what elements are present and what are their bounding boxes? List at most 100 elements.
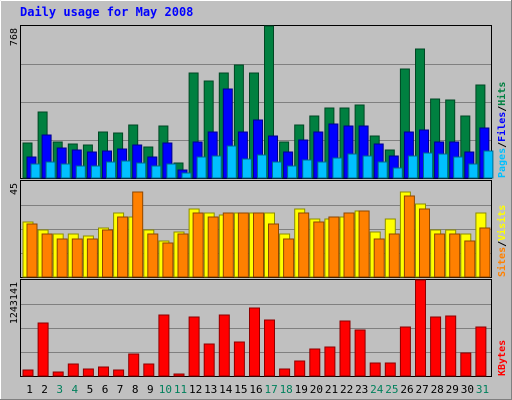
- bar-pages-day-1: [30, 163, 41, 179]
- bar-pages-day-15: [241, 158, 252, 179]
- bar-sites-day-14: [222, 212, 234, 278]
- bar-kbytes-day-12: [188, 316, 200, 377]
- bar-kbytes-day-21: [324, 346, 336, 377]
- bar-sites-day-12: [192, 212, 204, 278]
- bar-pages-day-13: [211, 155, 222, 179]
- bar-sites-day-9: [147, 233, 159, 278]
- legend-hits-files-pages: Pages/Files/Hits: [496, 82, 508, 178]
- x-tick-label-day-3: 3: [56, 383, 63, 396]
- x-tick-label-day-9: 9: [147, 383, 154, 396]
- legend-entry-files: Files: [496, 112, 508, 142]
- bar-kbytes-day-19: [294, 360, 306, 377]
- x-tick-label-day-26: 26: [400, 383, 413, 396]
- x-tick-label-day-10: 10: [159, 383, 172, 396]
- x-tick-label-day-20: 20: [310, 383, 323, 396]
- bar-pages-day-30: [468, 163, 479, 179]
- x-tick-label-day-30: 30: [461, 383, 474, 396]
- x-tick-label-day-16: 16: [249, 383, 262, 396]
- legend-kbytes: KBytes: [497, 340, 508, 376]
- bar-kbytes-day-11: [173, 373, 185, 377]
- x-tick-label-day-8: 8: [132, 383, 139, 396]
- bar-sites-day-25: [388, 233, 400, 278]
- legend-entry-visits: Visits: [496, 205, 508, 241]
- bar-kbytes-day-31: [475, 326, 487, 377]
- bar-pages-day-31: [483, 150, 494, 179]
- x-tick-label-day-1: 1: [26, 383, 33, 396]
- bar-pages-day-10: [166, 163, 177, 179]
- bar-sites-day-11: [177, 233, 189, 278]
- bar-sites-day-31: [479, 227, 491, 278]
- x-tick-label-day-25: 25: [385, 383, 398, 396]
- x-tick-label-day-24: 24: [370, 383, 384, 396]
- x-tick-label-day-18: 18: [280, 383, 293, 396]
- bar-sites-day-21: [328, 216, 340, 278]
- bar-kbytes-day-13: [203, 343, 215, 377]
- x-tick-label-day-6: 6: [102, 383, 109, 396]
- bar-sites-day-19: [298, 212, 310, 278]
- bar-kbytes-day-3: [52, 371, 64, 377]
- bar-pages-day-16: [257, 154, 267, 179]
- bar-pages-day-23: [362, 155, 373, 179]
- bar-kbytes-day-20: [309, 348, 321, 377]
- x-tick-label-day-13: 13: [204, 383, 217, 396]
- chart-labels: 768Pages/Files/Hits45Sites/Visits1243141…: [9, 28, 508, 396]
- bar-sites-day-3: [56, 238, 68, 278]
- bar-pages-day-11: [181, 172, 192, 179]
- bar-sites-day-5: [86, 238, 98, 278]
- bar-pages-day-22: [347, 153, 358, 179]
- x-tick-label-day-15: 15: [234, 383, 247, 396]
- legend-entry-pages: Pages: [497, 148, 508, 178]
- bar-kbytes-day-27: [415, 279, 426, 377]
- bar-pages-day-25: [392, 167, 403, 179]
- bar-pages-day-3: [60, 163, 71, 179]
- x-tick-label-day-7: 7: [117, 383, 124, 396]
- bar-kbytes-day-24: [369, 362, 381, 377]
- bar-kbytes-day-25: [384, 362, 396, 377]
- legend-separator: /: [497, 106, 508, 112]
- bar-kbytes-day-1: [22, 369, 34, 377]
- bar-kbytes-day-16: [249, 307, 260, 377]
- bar-pages-day-27: [423, 152, 433, 179]
- x-tick-label-day-5: 5: [87, 383, 94, 396]
- x-tick-label-day-11: 11: [174, 383, 187, 396]
- bar-pages-day-18: [287, 165, 298, 179]
- bar-pages-day-7: [121, 160, 132, 179]
- bar-sites-day-16: [253, 212, 264, 278]
- bar-pages-day-14: [226, 145, 237, 179]
- bar-kbytes-day-17: [264, 319, 275, 377]
- bar-pages-day-24: [377, 161, 388, 179]
- bar-sites-day-4: [71, 238, 83, 278]
- bar-pages-day-26: [407, 155, 418, 179]
- x-tick-label-day-14: 14: [219, 383, 233, 396]
- x-tick-label-day-28: 28: [431, 383, 444, 396]
- bar-kbytes-day-23: [354, 329, 366, 377]
- bar-pages-day-17: [272, 161, 282, 179]
- bar-kbytes-day-14: [218, 314, 230, 377]
- chart-title: Daily usage for May 2008: [20, 5, 193, 19]
- bar-sites-day-13: [207, 216, 219, 278]
- bar-pages-day-2: [45, 161, 56, 179]
- x-tick-label-day-2: 2: [41, 383, 48, 396]
- bar-sites-day-7: [117, 216, 129, 278]
- bar-pages-day-21: [332, 157, 343, 179]
- bar-kbytes-day-2: [37, 322, 49, 377]
- bar-pages-day-4: [75, 165, 86, 179]
- bar-pages-day-29: [453, 156, 464, 179]
- bar-sites-day-28: [434, 233, 446, 278]
- x-tick-label-day-22: 22: [340, 383, 353, 396]
- bar-sites-day-27: [419, 208, 430, 278]
- bar-kbytes-day-22: [339, 320, 351, 377]
- bar-sites-day-15: [237, 212, 249, 278]
- bar-sites-day-17: [268, 223, 279, 278]
- bar-pages-day-20: [317, 161, 328, 179]
- legend-visits-sites: Sites/Visits: [496, 205, 508, 277]
- bar-sites-day-8: [132, 191, 144, 278]
- bar-kbytes-day-26: [399, 326, 411, 377]
- bar-kbytes-day-6: [98, 366, 109, 377]
- x-tick-label-day-21: 21: [325, 383, 338, 396]
- legend-entry-sites: Sites: [496, 247, 508, 277]
- x-tick-label-day-19: 19: [295, 383, 308, 396]
- bar-sites-day-30: [464, 240, 476, 278]
- bar-kbytes-day-4: [67, 363, 79, 377]
